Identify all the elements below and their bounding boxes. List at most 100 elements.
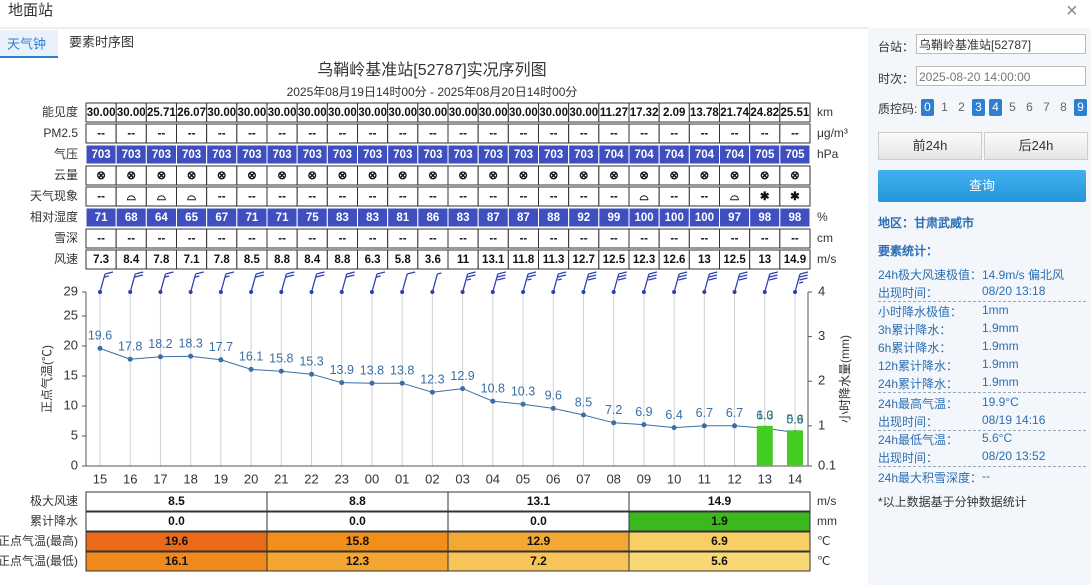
- stat-divider: [878, 430, 1086, 431]
- cell-value: 703: [363, 149, 382, 161]
- x-tick-label: 05: [516, 471, 530, 486]
- wind-barb: [673, 271, 688, 293]
- next-button[interactable]: 后24h: [984, 132, 1088, 160]
- stat-row: 24h累计降水： 1.9mm: [878, 375, 1086, 393]
- stat-row: 出现时间： 08/20 13:52: [878, 449, 1086, 467]
- cell-value: --: [610, 128, 618, 140]
- summary-value: 14.9: [708, 494, 732, 508]
- note: *以上数据基于分钟数据统计: [878, 495, 1027, 509]
- cell-value: 704: [604, 149, 624, 161]
- cell-value: --: [369, 233, 377, 245]
- stat-value: 19.9°C: [982, 395, 1019, 409]
- cell-value: 100: [695, 212, 714, 224]
- y2-tick-label: 0.1: [818, 457, 836, 472]
- cell-value: --: [610, 191, 618, 203]
- cell-value: --: [218, 191, 226, 203]
- y-tick-label: 29: [64, 283, 78, 298]
- cell-value: --: [731, 233, 739, 245]
- wind-dot: [581, 290, 586, 294]
- x-tick-label: 07: [576, 471, 590, 486]
- x-tick-label: 13: [758, 471, 772, 486]
- cell-value: 87: [487, 212, 500, 224]
- stat-label: 24h极大风速极值：: [878, 268, 983, 282]
- temp-label: 9.6: [545, 389, 562, 403]
- summary-cell: [628, 551, 811, 572]
- stat-label: 小时降水极值：: [878, 305, 963, 319]
- cell-value: 8.4: [123, 254, 140, 266]
- cell-value: --: [158, 233, 166, 245]
- x-tick-label: 04: [486, 471, 500, 486]
- qc-code: 3: [972, 99, 985, 116]
- summary-value: 5.6: [711, 554, 728, 568]
- y2-tick-label: 3: [818, 328, 825, 343]
- cell-value: --: [308, 191, 316, 203]
- tab[interactable]: 要素时序图: [69, 34, 134, 49]
- temp-point: [97, 345, 103, 351]
- cell-value: --: [248, 233, 256, 245]
- cell-value: 98: [758, 212, 771, 224]
- prev-button[interactable]: 前24h: [878, 132, 982, 160]
- cell-value: --: [369, 128, 377, 140]
- cell-value: 703: [544, 149, 563, 161]
- x-tick-label: 23: [335, 471, 349, 486]
- wind-barb: [492, 271, 506, 293]
- cell-value: ✱: [760, 191, 770, 203]
- row-unit: cm: [817, 231, 833, 245]
- qc-code: 7: [1043, 100, 1050, 114]
- cell-value: 30.00: [238, 107, 267, 119]
- cell-value: --: [399, 233, 407, 245]
- temp-label: 19.6: [88, 329, 112, 343]
- cell-value: --: [459, 233, 467, 245]
- station-input[interactable]: 乌鞘岭基准站[52787]: [916, 34, 1086, 54]
- close-button[interactable]: ×: [1066, 0, 1078, 22]
- cell-value: 12.5: [603, 254, 626, 266]
- summary-value: 19.6: [165, 534, 189, 548]
- temp-label: 13.8: [390, 363, 414, 377]
- x-tick-label: 14: [788, 471, 802, 486]
- precip-label: 1.0: [756, 408, 773, 422]
- cell-value: ⊗: [157, 170, 167, 182]
- temp-label: 10.3: [511, 384, 535, 398]
- cell-value: --: [429, 128, 437, 140]
- cell-value: 704: [665, 149, 685, 161]
- summary-value: 0.0: [168, 514, 185, 528]
- cell-value: 12.6: [663, 254, 685, 266]
- cell-value: --: [731, 128, 739, 140]
- temp-label: 6.3: [756, 408, 773, 422]
- cell-value: 87: [517, 212, 530, 224]
- wind-barb: [643, 271, 658, 293]
- stat-label: 3h累计降水：: [878, 323, 952, 337]
- cell-value: --: [248, 128, 256, 140]
- cell-value: 703: [393, 149, 412, 161]
- cell-value: 14.9: [784, 254, 806, 266]
- stat-value: 1.9mm: [982, 357, 1019, 371]
- tab[interactable]: 天气钟: [7, 36, 46, 51]
- y-tick-label: 0: [71, 457, 78, 472]
- cell-value: --: [580, 191, 588, 203]
- cell-value: 30.00: [358, 107, 387, 119]
- time-input[interactable]: 2025-08-20 14:00:00: [916, 66, 1086, 86]
- query-button[interactable]: 查询: [878, 170, 1086, 202]
- cell-value: --: [761, 233, 769, 245]
- cell-value: 75: [306, 212, 319, 224]
- cell-value: 88: [547, 212, 560, 224]
- cell-value: --: [701, 128, 709, 140]
- x-tick-label: 01: [395, 471, 409, 486]
- cell-value: ⌓: [127, 191, 137, 203]
- cell-value: 13: [698, 254, 711, 266]
- stat-divider: [878, 466, 1086, 467]
- cell-value: ⌓: [157, 191, 167, 203]
- summary-value: 13.1: [527, 494, 551, 508]
- cell-value: --: [339, 128, 347, 140]
- stat-label: 24h最大积雪深度：: [878, 471, 983, 485]
- stat-row: 出现时间： 08/19 14:16: [878, 413, 1086, 431]
- wind-dot: [521, 290, 526, 294]
- summary-label: 极大风速: [30, 494, 78, 508]
- cell-value: --: [791, 128, 799, 140]
- temp-label: 12.3: [420, 372, 444, 386]
- cell-value: 704: [725, 149, 745, 161]
- cell-value: 30.00: [479, 107, 508, 119]
- temp-point: [671, 425, 677, 431]
- y-tick-label: 5: [71, 427, 78, 442]
- wind-dot: [309, 290, 314, 294]
